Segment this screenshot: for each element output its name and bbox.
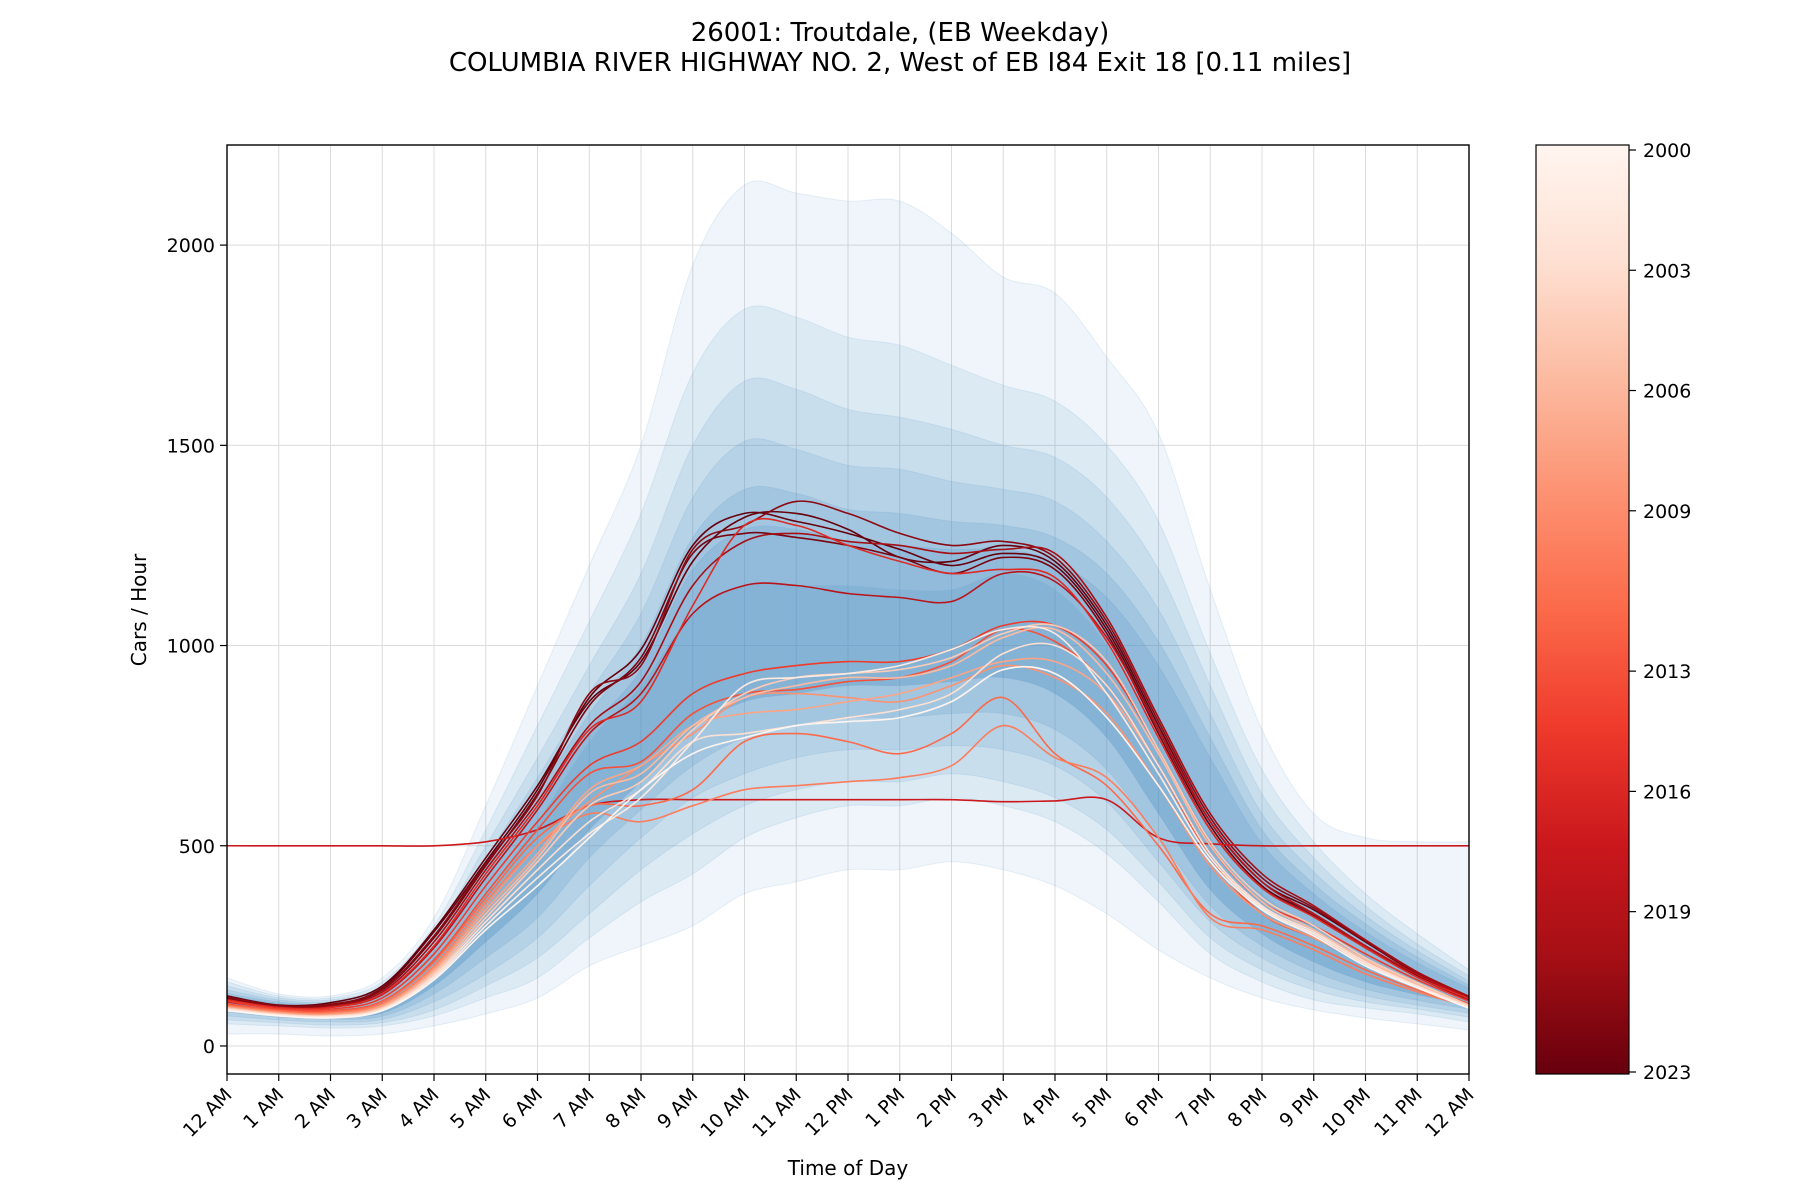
y-ticks: 0 500 1000 1500 2000: [167, 235, 227, 1058]
series-line-6: [227, 570, 1469, 1010]
series-line-4: [227, 500, 1469, 1008]
colorbar-tick-label: 2006: [1643, 381, 1691, 403]
x-tick-label: 1 AM: [239, 1084, 288, 1133]
x-ticks: 12 AM 1 AM 2 AM 3 AM 4 AM 5 AM 6 AM 7 AM 8 AM 9 A…: [179, 1074, 1479, 1142]
chart-title-line2: COLUMBIA RIVER HIGHWAY NO. 2, West of EB…: [448, 48, 1352, 78]
x-tick-label: 3 AM: [343, 1084, 392, 1133]
y-axis-label: Cars / Hour: [127, 553, 151, 666]
x-tick-label: 10 PM: [1318, 1084, 1375, 1141]
y-tick-label: 2000: [167, 235, 215, 257]
x-tick-label: 12 AM: [1421, 1084, 1479, 1142]
series-line-17: [227, 642, 1469, 1018]
y-tick-label: 1000: [167, 636, 215, 658]
series-line-7: [227, 796, 1469, 847]
x-tick-label: 10 AM: [696, 1084, 754, 1142]
x-tick-label: 11 AM: [748, 1084, 806, 1142]
x-tick-label: 6 AM: [498, 1084, 547, 1133]
series-line-8: [227, 517, 1469, 1010]
x-tick-label: 8 PM: [1223, 1084, 1271, 1132]
x-tick-label: 5 PM: [1068, 1084, 1116, 1132]
x-tick-label: 9 PM: [1275, 1084, 1323, 1132]
x-tick-label: 2 PM: [913, 1084, 961, 1132]
x-tick-label: 7 PM: [1172, 1084, 1220, 1132]
colorbar-ticks: 2000 2003 2006 2009 2013 2016 2019 2023: [1629, 140, 1691, 1084]
x-tick-label: 12 AM: [179, 1084, 237, 1142]
colorbar-tick-label: 2016: [1643, 781, 1691, 803]
x-tick-label: 7 AM: [550, 1084, 599, 1133]
series-line-19: [227, 665, 1469, 1019]
x-tick-label: 4 PM: [1016, 1084, 1064, 1132]
distribution-band: [227, 438, 1469, 1023]
colorbar: [1535, 144, 1630, 1075]
x-axis-label: Time of Day: [787, 1156, 909, 1180]
colorbar-tick-label: 2019: [1643, 902, 1691, 924]
x-tick-label: 12 PM: [801, 1084, 858, 1141]
x-tick-label: 3 PM: [965, 1084, 1013, 1132]
colorbar-tick-label: 2000: [1643, 140, 1691, 162]
x-tick-label: 1 PM: [861, 1084, 909, 1132]
series-lines: [227, 500, 1469, 1019]
x-tick-label: 9 AM: [653, 1084, 702, 1133]
series-line-15: [227, 626, 1469, 1017]
colorbar-tick-label: 2023: [1643, 1062, 1691, 1084]
series-line-11: [227, 696, 1469, 1014]
colorbar-tick-label: 2003: [1643, 260, 1691, 282]
x-tick-label: 11 PM: [1370, 1084, 1427, 1141]
y-tick-label: 1500: [167, 435, 215, 457]
colorbar-tick-label: 2009: [1643, 501, 1691, 523]
x-tick-label: 4 AM: [394, 1084, 443, 1133]
x-tick-label: 6 PM: [1120, 1084, 1168, 1132]
x-tick-label: 5 AM: [446, 1084, 495, 1133]
colorbar-tick-label: 2013: [1643, 661, 1691, 683]
chart-title-line1: 26001: Troutdale, (EB Weekday): [690, 18, 1110, 48]
series-line-5: [227, 532, 1469, 1009]
series-line-12: [227, 724, 1469, 1015]
y-tick-label: 0: [203, 1036, 215, 1058]
distribution-band: [227, 305, 1469, 1029]
x-tick-label: 2 AM: [291, 1084, 340, 1133]
x-tick-label: 8 AM: [601, 1084, 650, 1133]
series-line-13: [227, 664, 1469, 1016]
series-line-2: [227, 511, 1469, 1008]
y-tick-label: 500: [179, 836, 215, 858]
series-line-18: [227, 625, 1469, 1019]
